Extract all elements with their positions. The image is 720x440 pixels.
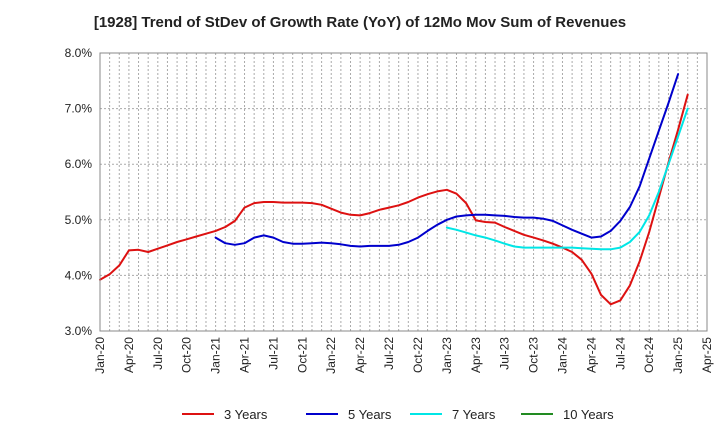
plot-area [100,53,707,331]
legend-label: 7 Years [452,407,496,422]
x-tick-label: Apr-24 [584,337,598,373]
x-tick-label: Jul-23 [498,337,512,370]
x-tick-label: Jan-22 [324,337,338,374]
legend: 3 Years 5 Years 7 Years 10 Years [182,407,614,422]
x-tick-label: Apr-21 [238,337,252,373]
x-tick-label: Apr-25 [700,337,714,373]
x-tick-label: Jan-24 [555,337,569,374]
x-tick-label: Jul-22 [382,337,396,370]
y-tick-label: 8.0% [65,46,93,60]
x-tick-label: Jul-21 [266,337,280,370]
chart-title: [1928] Trend of StDev of Growth Rate (Yo… [93,14,627,31]
x-axis-ticks: Jan-20 Apr-20 Jul-20 Oct-20 Jan-21 Apr-21 Jul-… [93,337,714,374]
x-tick-label: Apr-23 [469,337,483,373]
x-tick-label: Oct-24 [642,337,656,373]
x-tick-label: Jan-23 [440,337,454,374]
legend-label: 3 Years [224,407,268,422]
series-line-3-years [99,93,689,306]
x-tick-label: Jul-24 [613,337,627,370]
x-tick-label: Oct-23 [527,337,541,373]
legend-label: 10 Years [563,407,614,422]
x-tick-label: Oct-20 [180,337,194,373]
y-axis-ticks: 3.0% 4.0% 5.0% 6.0% 7.0% 8.0% [65,46,93,338]
grid [100,53,707,331]
series-line-5-years [214,73,680,248]
legend-label: 5 Years [348,407,392,422]
x-tick-label: Jul-20 [151,337,165,370]
x-tick-label: Jan-20 [93,337,107,374]
x-tick-label: Oct-22 [411,337,425,373]
x-tick-label: Jan-25 [671,337,685,374]
series-line-7-years [445,107,689,251]
plot-frame [99,52,708,332]
y-tick-label: 6.0% [65,157,93,171]
y-tick-label: 4.0% [65,268,93,282]
x-tick-label: Oct-21 [295,337,309,373]
x-tick-label: Apr-22 [353,337,367,373]
x-tick-label: Apr-20 [122,337,136,373]
series-lines [99,73,689,306]
y-tick-label: 7.0% [65,102,93,116]
y-tick-label: 5.0% [65,213,93,227]
y-tick-label: 3.0% [65,324,93,338]
x-tick-label: Jan-21 [209,337,223,374]
